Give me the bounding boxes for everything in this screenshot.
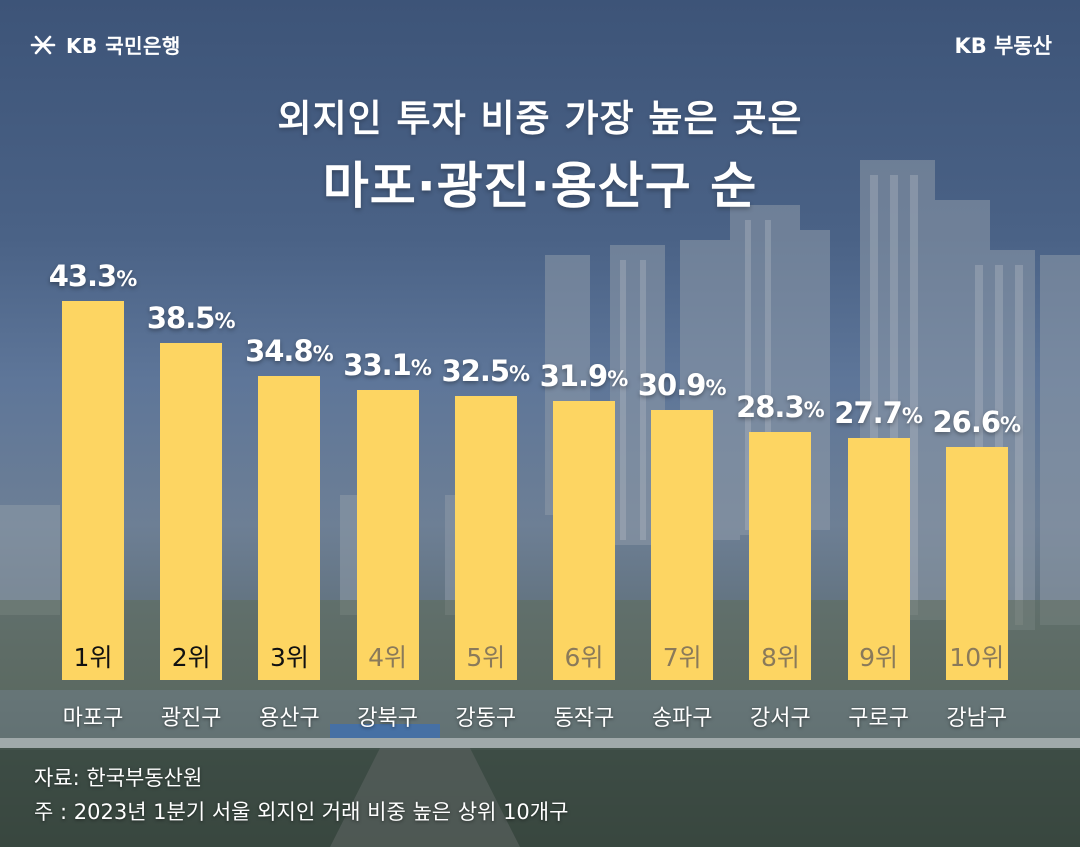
data-label-5: 32.5% [431,354,541,388]
data-label-unit: % [901,403,923,428]
category-label-4: 강북구 [357,706,418,731]
category-label-6: 동작구 [553,706,615,731]
category-label-1: 마포구 [62,706,124,731]
bar-9 [847,437,910,680]
kb-real-estate-logo: KB 부동산 [954,34,1052,58]
bar-4 [356,390,419,680]
data-label-value: 28.3 [736,390,805,425]
category-label-8: 강서구 [750,706,811,731]
rank-label-10: 10위 [949,643,1005,672]
data-label-4: 33.1% [333,348,443,382]
rank-label-9: 9위 [859,643,899,672]
data-label-unit: % [214,309,236,334]
data-label-unit: % [607,366,629,391]
chart-title-line1: 외지인 투자 비중 가장 높은 곳은 [277,97,803,140]
data-label-unit: % [509,361,531,386]
data-label-value: 27.7 [834,395,903,430]
data-label-value: 31.9 [539,358,609,393]
bar-1 [62,301,124,680]
data-label-9: 27.7% [824,396,934,430]
rank-label-3: 3위 [269,643,309,672]
data-label-unit: % [705,375,727,400]
bar-10 [945,447,1008,680]
rank-label-5: 5위 [466,643,506,672]
rank-label-7: 7위 [662,643,702,672]
category-label-10: 강남구 [946,706,1008,731]
bar-5 [454,395,517,680]
data-label-unit: % [312,341,334,366]
rank-label-1: 1위 [73,643,113,672]
data-label-unit: % [803,398,825,423]
category-label-3: 용산구 [259,706,320,731]
bar-8 [749,432,812,680]
source-text: 자료: 한국부동산원 [34,766,203,790]
rank-label-6: 6위 [564,643,604,672]
data-label-1: 43.3% [38,259,148,293]
data-label-value: 43.3 [48,259,118,294]
category-label-5: 강동구 [455,706,517,731]
data-label-2: 38.5% [136,301,246,335]
kb-kookmin-bank-logo: KB 국민은행 [28,30,181,59]
bar-3 [258,375,321,680]
data-label-8: 28.3% [725,390,835,424]
bar-2 [160,343,223,680]
data-label-value: 32.5 [441,353,510,388]
category-label-9: 구로구 [848,706,909,731]
data-label-value: 34.8 [245,333,314,368]
data-label-unit: % [410,356,432,381]
bar-6 [553,400,615,680]
data-label-10: 26.6% [922,405,1032,439]
bar-7 [651,409,714,680]
data-label-unit: % [1000,413,1022,438]
category-label-7: 송파구 [651,706,713,731]
star-logo-icon [30,35,56,54]
note-text: 주 : 2023년 1분기 서울 외지인 거래 비중 높은 상위 10개구 [34,800,569,824]
data-label-7: 30.9% [627,368,737,402]
brand-left-text: KB 국민은행 [66,34,181,58]
data-label-unit: % [116,267,138,292]
data-label-value: 26.6 [932,405,1001,440]
rank-label-4: 4위 [368,643,408,672]
data-label-value: 33.1 [343,348,412,383]
rank-label-2: 2위 [171,643,211,672]
category-label-2: 광진구 [160,706,222,731]
data-label-value: 38.5 [146,301,216,336]
rank-label-8: 8위 [760,643,800,672]
chart-title-line2: 마포·광진·용산구 순 [322,157,758,215]
data-label-6: 31.9% [529,359,639,393]
data-label-3: 34.8% [234,334,344,368]
data-label-value: 30.9 [637,367,707,402]
